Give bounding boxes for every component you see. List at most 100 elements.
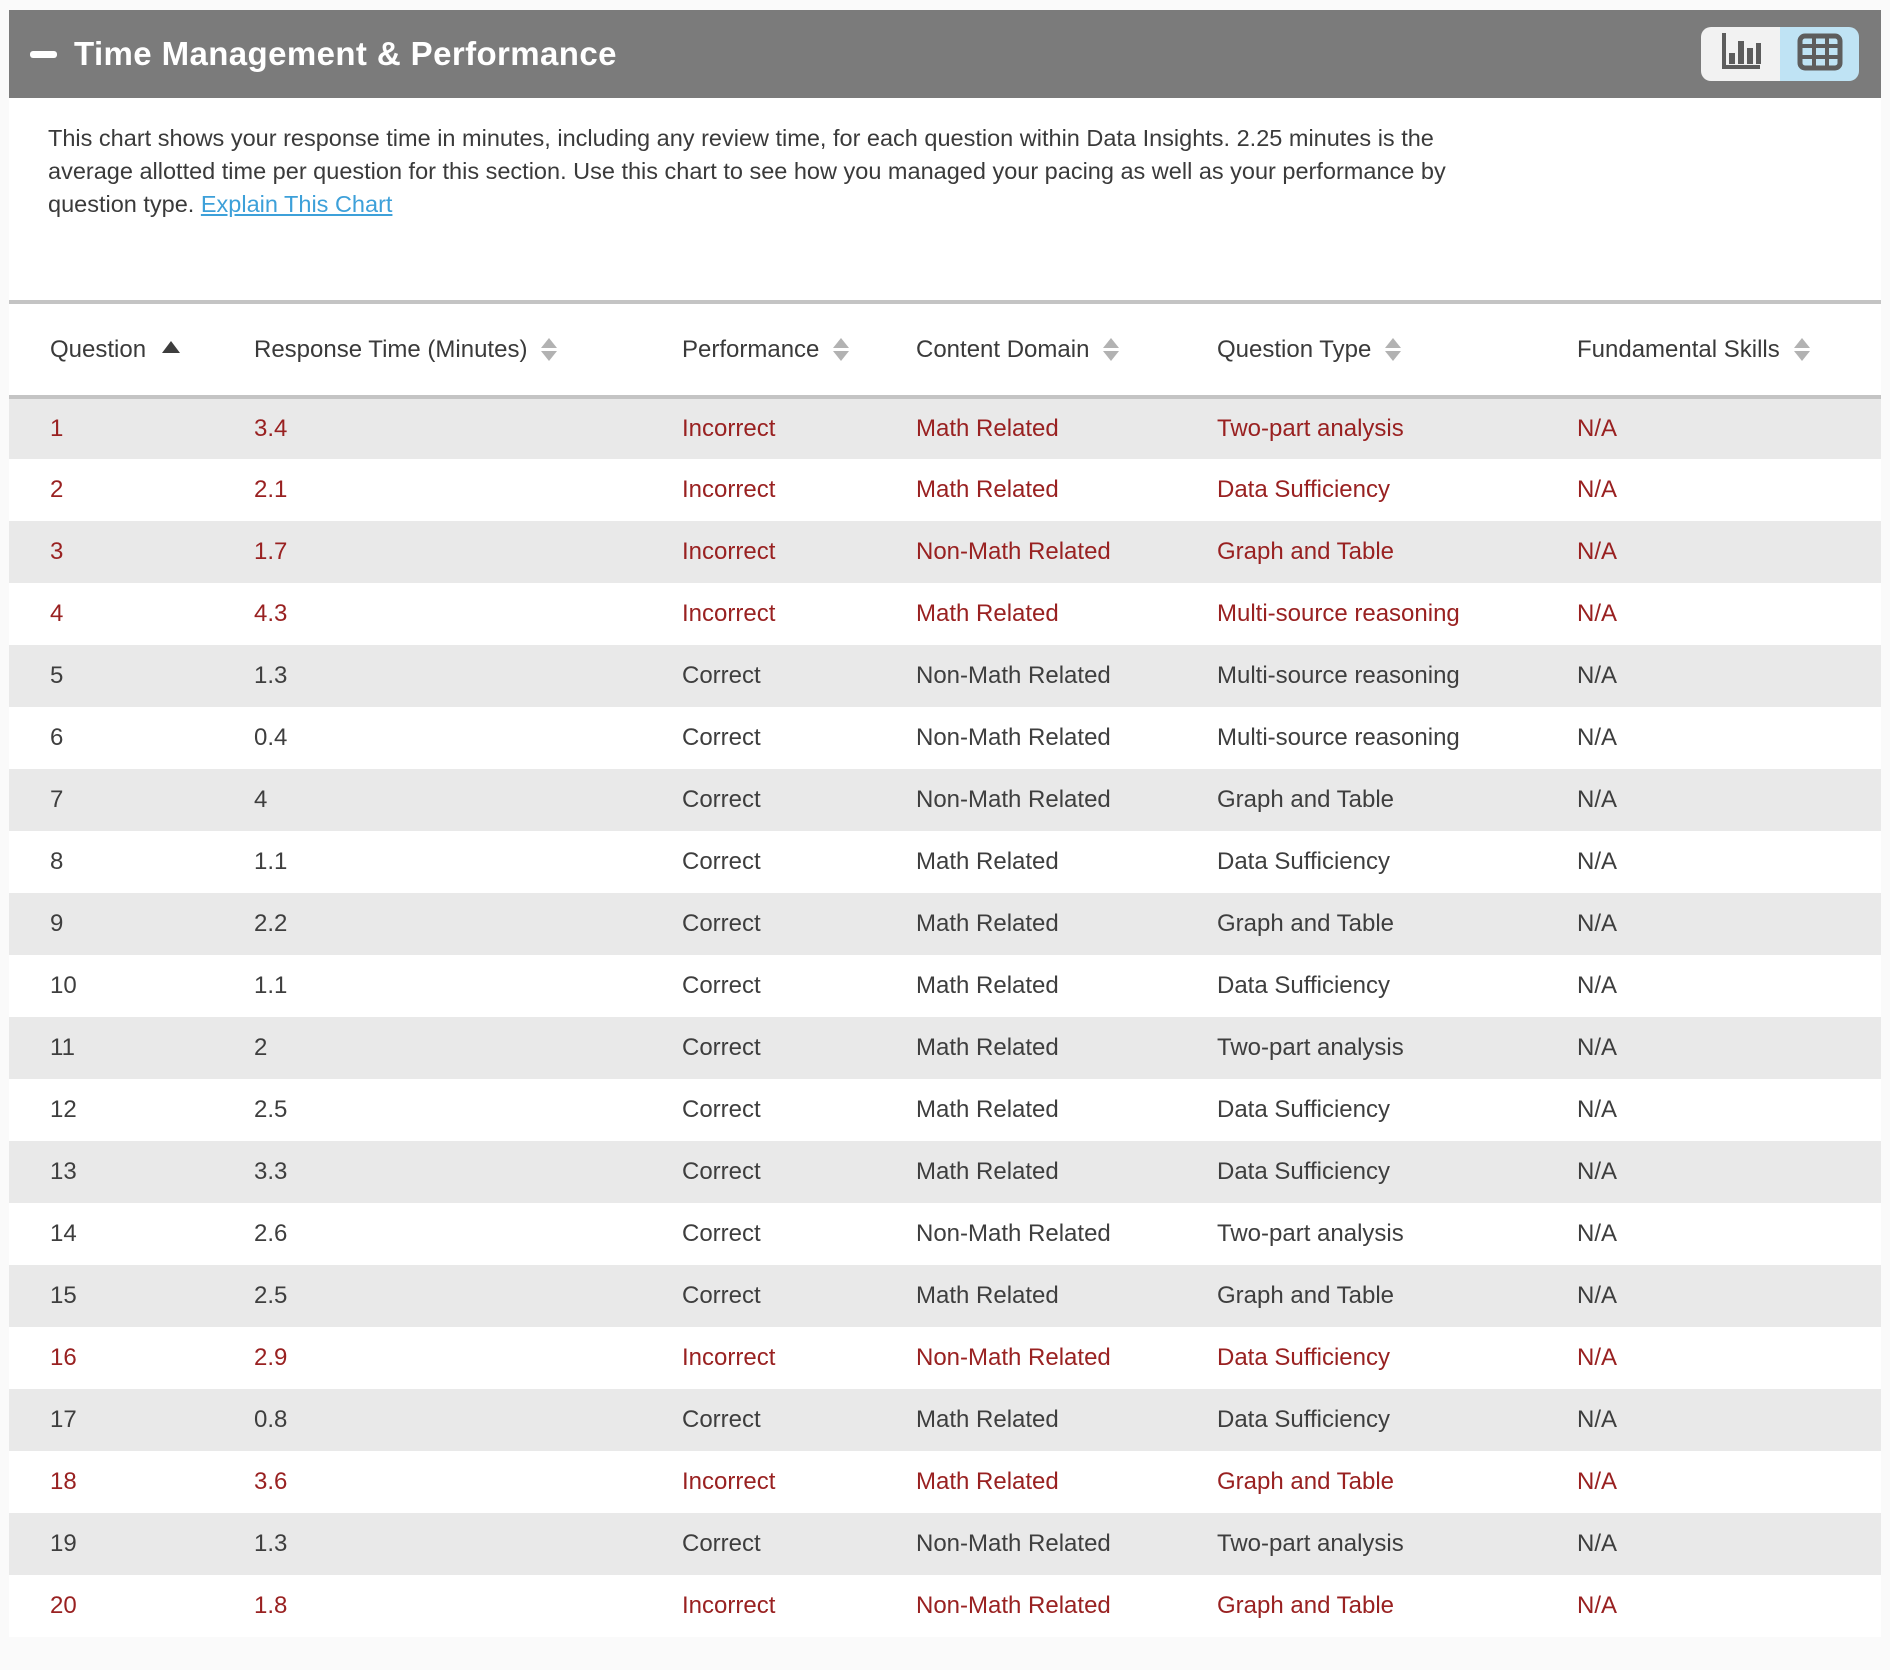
table-row: 4 4.3 Incorrect Math Related Multi-sourc… (9, 583, 1881, 645)
sort-toggle-icon (1793, 338, 1810, 361)
table-header: Question Response Time (Minutes) Perform… (9, 302, 1881, 399)
cell-fundamental-skills: N/A (1577, 1530, 1618, 1557)
column-header-response-time[interactable]: Response Time (Minutes) (254, 302, 682, 399)
cell-question-type: Data Sufficiency (1217, 1406, 1390, 1433)
table-row: 2 2.1 Incorrect Math Related Data Suffic… (9, 459, 1881, 521)
cell-content-domain: Math Related (916, 1034, 1059, 1061)
cell-fundamental-skills: N/A (1577, 1592, 1618, 1619)
cell-question-type: Graph and Table (1217, 1592, 1395, 1619)
cell-performance: Incorrect (682, 1592, 776, 1619)
cell-question-type: Two-part analysis (1217, 415, 1404, 442)
explain-this-chart-link[interactable]: Explain This Chart (200, 191, 393, 217)
table-row: 16 2.9 Incorrect Non-Math Related Data S… (9, 1327, 1881, 1389)
cell-content-domain: Math Related (916, 1282, 1059, 1309)
collapse-icon[interactable] (30, 50, 57, 58)
cell-response-time: 0.8 (254, 1406, 288, 1433)
cell-response-time: 0.4 (254, 724, 288, 751)
cell-performance: Incorrect (682, 1468, 776, 1495)
table-view-button[interactable] (1780, 27, 1859, 81)
chart-view-button[interactable] (1701, 27, 1780, 81)
cell-content-domain: Non-Math Related (916, 1344, 1111, 1371)
cell-question: 4 (50, 600, 64, 627)
cell-fundamental-skills: N/A (1577, 1344, 1618, 1371)
cell-performance: Incorrect (682, 476, 776, 503)
column-header-question[interactable]: Question (9, 302, 254, 399)
cell-response-time: 1.8 (254, 1592, 288, 1619)
table-row: 3 1.7 Incorrect Non-Math Related Graph a… (9, 521, 1881, 583)
column-header-question-label: Question (50, 335, 147, 363)
table-row: 11 2 Correct Math Related Two-part analy… (9, 1017, 1881, 1079)
column-header-content-domain[interactable]: Content Domain (916, 302, 1217, 399)
column-header-fundamental-skills[interactable]: Fundamental Skills (1577, 302, 1881, 399)
cell-question: 11 (50, 1034, 75, 1061)
cell-fundamental-skills: N/A (1577, 662, 1618, 689)
cell-response-time: 2.6 (254, 1220, 288, 1247)
bar-chart-icon (1718, 31, 1764, 78)
cell-content-domain: Math Related (916, 1406, 1059, 1433)
table-row: 17 0.8 Correct Math Related Data Suffici… (9, 1389, 1881, 1451)
cell-response-time: 4 (254, 786, 268, 813)
cell-performance: Correct (682, 972, 761, 999)
cell-response-time: 3.6 (254, 1468, 288, 1495)
cell-question: 17 (50, 1406, 77, 1433)
column-header-performance[interactable]: Performance (682, 302, 916, 399)
cell-question: 12 (50, 1096, 77, 1123)
cell-content-domain: Non-Math Related (916, 1220, 1111, 1247)
cell-performance: Correct (682, 1406, 761, 1433)
description-line-3-text: question type. (48, 191, 201, 217)
cell-question-type: Graph and Table (1217, 1282, 1395, 1309)
cell-question: 3 (50, 538, 64, 565)
cell-question-type: Two-part analysis (1217, 1034, 1404, 1061)
cell-question: 18 (50, 1468, 77, 1495)
column-header-fundamental-skills-label: Fundamental Skills (1577, 335, 1780, 363)
cell-fundamental-skills: N/A (1577, 1406, 1618, 1433)
table-row: 6 0.4 Correct Non-Math Related Multi-sou… (9, 707, 1881, 769)
cell-question: 8 (50, 848, 64, 875)
cell-performance: Correct (682, 662, 761, 689)
cell-performance: Incorrect (682, 538, 776, 565)
cell-content-domain: Math Related (916, 600, 1059, 627)
cell-content-domain: Math Related (916, 415, 1059, 442)
cell-fundamental-skills: N/A (1577, 1096, 1618, 1123)
cell-question-type: Graph and Table (1217, 1468, 1395, 1495)
cell-response-time: 4.3 (254, 600, 288, 627)
cell-question: 1 (50, 415, 64, 442)
cell-content-domain: Non-Math Related (916, 724, 1111, 751)
time-management-section: Time Management & Performance (9, 0, 1881, 1637)
cell-content-domain: Math Related (916, 910, 1059, 937)
cell-fundamental-skills: N/A (1577, 910, 1618, 937)
cell-content-domain: Math Related (916, 1096, 1059, 1123)
cell-performance: Correct (682, 1096, 761, 1123)
description-line-3: question type. Explain This Chart (48, 188, 1861, 221)
cell-performance: Correct (682, 724, 761, 751)
cell-fundamental-skills: N/A (1577, 476, 1618, 503)
cell-response-time: 2.5 (254, 1096, 288, 1123)
cell-question: 9 (50, 910, 64, 937)
cell-content-domain: Math Related (916, 972, 1059, 999)
table-row: 20 1.8 Incorrect Non-Math Related Graph … (9, 1575, 1881, 1637)
cell-content-domain: Non-Math Related (916, 786, 1111, 813)
cell-question-type: Two-part analysis (1217, 1530, 1404, 1557)
cell-content-domain: Non-Math Related (916, 1592, 1111, 1619)
cell-response-time: 3.3 (254, 1158, 288, 1185)
cell-response-time: 1.1 (254, 972, 288, 999)
table-row: 19 1.3 Correct Non-Math Related Two-part… (9, 1513, 1881, 1575)
section-header-bar: Time Management & Performance (9, 10, 1881, 98)
cell-content-domain: Math Related (916, 1468, 1059, 1495)
table-row: 10 1.1 Correct Math Related Data Suffici… (9, 955, 1881, 1017)
cell-content-domain: Math Related (916, 1158, 1059, 1185)
cell-question-type: Data Sufficiency (1217, 476, 1390, 503)
cell-question: 2 (50, 476, 64, 503)
sort-ascending-icon (162, 340, 181, 353)
cell-fundamental-skills: N/A (1577, 1468, 1618, 1495)
sort-toggle-icon (541, 338, 558, 361)
cell-performance: Correct (682, 786, 761, 813)
view-toggle (1701, 27, 1859, 81)
column-header-question-type[interactable]: Question Type (1217, 302, 1577, 399)
cell-content-domain: Non-Math Related (916, 1530, 1111, 1557)
table-header-row: Question Response Time (Minutes) Perform… (9, 302, 1881, 399)
cell-question: 16 (50, 1344, 77, 1371)
spacer (9, 221, 1881, 300)
cell-fundamental-skills: N/A (1577, 848, 1618, 875)
cell-response-time: 1.3 (254, 662, 288, 689)
